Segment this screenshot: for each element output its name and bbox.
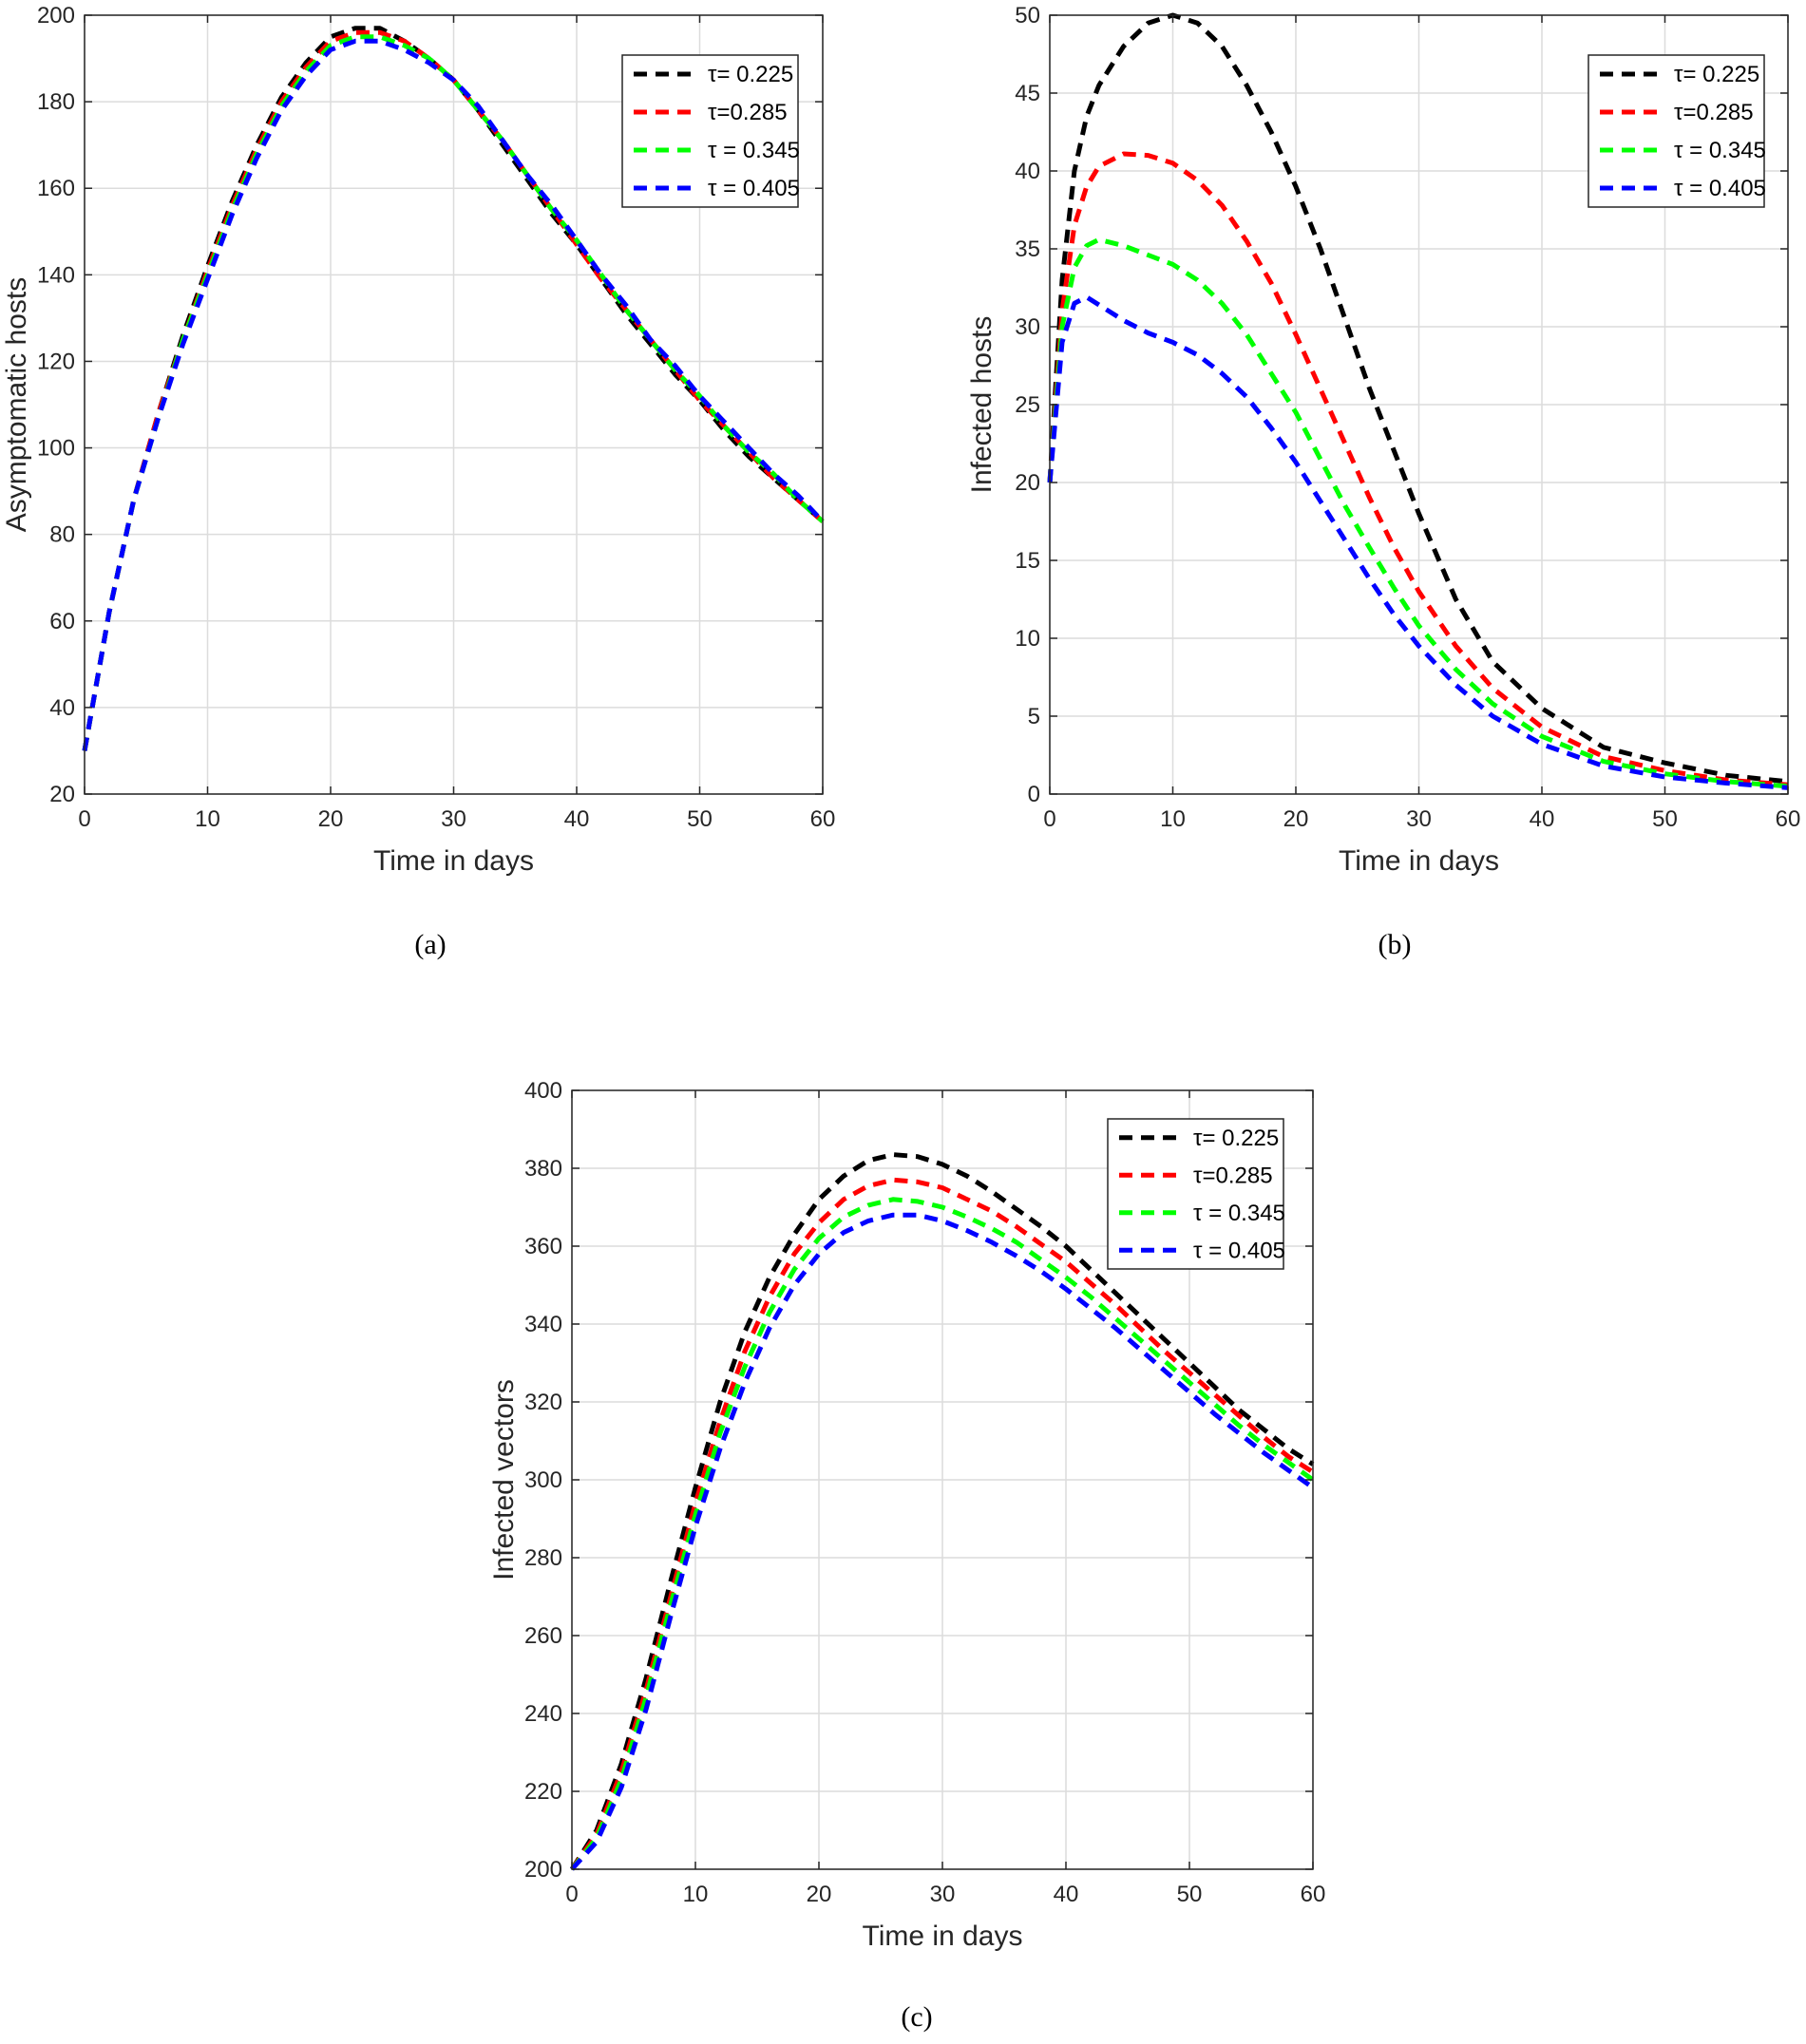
y-tick-label: 0 (1028, 782, 1040, 807)
caption-a: (a) (414, 929, 447, 960)
y-tick-label: 25 (1015, 392, 1040, 418)
x-tick-label: 60 (1301, 1882, 1326, 1907)
x-tick-label: 0 (78, 806, 90, 832)
series-line-2 (570, 1197, 1315, 1871)
y-axis-label: Asymptomatic hosts (1, 277, 32, 532)
y-tick-label: 300 (524, 1467, 562, 1493)
y-tick-label: 240 (524, 1701, 562, 1727)
y-tick-label: 360 (524, 1234, 562, 1259)
y-tick-label: 280 (524, 1545, 562, 1571)
y-tick-label: 20 (49, 782, 75, 807)
y-tick-label: 400 (524, 1078, 562, 1104)
caption-b: (b) (1378, 929, 1412, 960)
legend-label-0: τ= 0.225 (1193, 1126, 1279, 1151)
x-tick-label: 20 (807, 1882, 832, 1907)
y-tick-label: 40 (49, 695, 75, 721)
x-tick-label: 20 (1283, 806, 1309, 832)
y-tick-label: 320 (524, 1390, 562, 1415)
x-tick-label: 50 (1652, 806, 1678, 832)
y-tick-label: 220 (524, 1779, 562, 1805)
x-tick-label: 30 (1406, 806, 1432, 832)
x-tick-label: 40 (564, 806, 590, 832)
legend-label-0: τ= 0.225 (708, 62, 793, 87)
legend-label-0: τ= 0.225 (1674, 62, 1759, 87)
y-tick-label: 10 (1015, 626, 1040, 652)
y-axis-label: Infected hosts (966, 316, 998, 494)
series-line-1 (1047, 151, 1789, 787)
chart-a-svg: 0 10 20 30 40 50 60 20 40 60 80 100 120 140 160 180 200 T… (1, 3, 836, 877)
legend-label-2: τ = 0.345 (1193, 1201, 1285, 1226)
x-tick-label: 50 (687, 806, 713, 832)
chart-a: 0 10 20 30 40 50 60 20 40 60 80 100 120 140 160 180 200 T… (0, 0, 855, 912)
y-tick-label: 35 (1015, 237, 1040, 262)
x-tick-label: 0 (1043, 806, 1055, 832)
x-tick-label: 10 (683, 1882, 709, 1907)
x-tick-label: 30 (441, 806, 466, 832)
series-line-1 (569, 1177, 1315, 1871)
series-line-3 (82, 38, 825, 751)
y-tick-label: 45 (1015, 81, 1040, 106)
x-tick-label: 30 (930, 1882, 956, 1907)
y-tick-label: 200 (524, 1857, 562, 1883)
chart-c: 0 10 20 30 40 50 60 200 220 240 260 280 300 320 340 360… (475, 1073, 1330, 1966)
x-tick-label: 50 (1177, 1882, 1203, 1907)
x-tick-label: 60 (1776, 806, 1801, 832)
y-tick-label: 260 (524, 1623, 562, 1649)
x-tick-label: 60 (810, 806, 836, 832)
x-axis-label: Time in days (373, 845, 534, 877)
x-tick-label: 20 (318, 806, 344, 832)
y-tick-label: 50 (1015, 3, 1040, 28)
series-line-0 (1047, 12, 1789, 785)
y-tick-label: 15 (1015, 548, 1040, 574)
series-line-0 (569, 1152, 1315, 1871)
x-tick-label: 40 (1054, 1882, 1079, 1907)
x-axis-label: Time in days (863, 1921, 1023, 1952)
caption-c: (c) (901, 2001, 933, 2033)
y-tick-label: 80 (49, 522, 75, 548)
y-tick-label: 30 (1015, 314, 1040, 340)
x-tick-label: 0 (565, 1882, 578, 1907)
y-tick-label: 5 (1028, 704, 1040, 729)
series-line-2 (1047, 237, 1789, 789)
chart-b: 0 10 20 30 40 50 60 0 5 10 15 20 25 30 35 40 45 50 Time in… (941, 0, 1806, 912)
x-tick-label: 10 (195, 806, 220, 832)
y-axis-label: Infected vectors (488, 1379, 520, 1580)
y-tick-label: 340 (524, 1312, 562, 1337)
legend: τ= 0.225 τ=0.285 τ = 0.345 τ = 0.405 (1107, 1118, 1285, 1270)
legend-label-3: τ = 0.405 (1193, 1238, 1285, 1263)
y-tick-label: 160 (37, 176, 75, 201)
chart-c-svg: 0 10 20 30 40 50 60 200 220 240 260 280 300 320 340 360… (488, 1078, 1326, 1952)
legend: τ= 0.225 τ=0.285 τ = 0.345 τ = 0.405 (621, 54, 800, 208)
legend-label-3: τ = 0.405 (1674, 176, 1766, 201)
legend-label-1: τ=0.285 (1193, 1163, 1273, 1188)
legend-label-2: τ = 0.345 (1674, 138, 1766, 163)
legend-box (1107, 1118, 1284, 1270)
legend-label-3: τ = 0.405 (708, 176, 800, 201)
series-line-3 (1047, 294, 1789, 790)
legend-label-1: τ=0.285 (1674, 100, 1754, 125)
chart-b-svg: 0 10 20 30 40 50 60 0 5 10 15 20 25 30 35 40 45 50 Time in… (966, 3, 1801, 877)
legend-label-2: τ = 0.345 (708, 138, 800, 163)
x-tick-label: 40 (1530, 806, 1555, 832)
y-tick-label: 380 (524, 1156, 562, 1182)
y-tick-label: 140 (37, 262, 75, 288)
y-tick-label: 100 (37, 436, 75, 462)
x-tick-label: 10 (1160, 806, 1186, 832)
y-tick-label: 200 (37, 3, 75, 28)
legend-label-1: τ=0.285 (708, 100, 788, 125)
y-tick-label: 180 (37, 89, 75, 115)
y-tick-label: 40 (1015, 159, 1040, 184)
y-tick-label: 120 (37, 349, 75, 374)
x-axis-label: Time in days (1339, 845, 1499, 877)
legend-box (1587, 54, 1765, 208)
y-tick-label: 20 (1015, 470, 1040, 496)
legend-box (621, 54, 799, 208)
y-tick-label: 60 (49, 609, 75, 634)
legend: τ= 0.225 τ=0.285 τ = 0.345 τ = 0.405 (1587, 54, 1766, 208)
